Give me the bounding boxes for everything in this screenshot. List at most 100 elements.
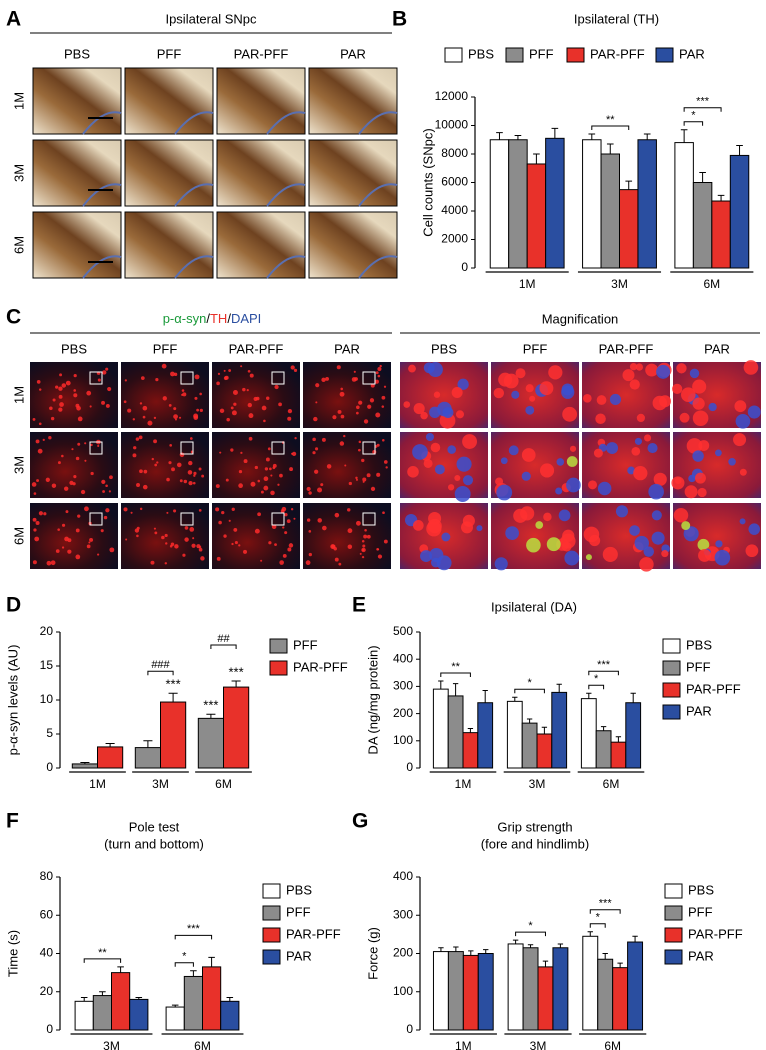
- cell: [673, 508, 689, 523]
- cell: [293, 368, 298, 372]
- significance-bracket: [147, 670, 174, 676]
- cell: [184, 526, 189, 530]
- bar: [600, 153, 620, 269]
- cell: [697, 487, 707, 498]
- bar: [447, 951, 464, 1031]
- cell: [173, 509, 177, 513]
- micrograph: [303, 432, 391, 498]
- error-bar: [512, 696, 518, 702]
- cell: [153, 416, 157, 420]
- y-tick-label: 0: [461, 260, 468, 274]
- legend-label: PBS: [468, 46, 494, 61]
- cell: [358, 400, 363, 405]
- significance-bracket: [683, 107, 722, 112]
- y-tick-label: 400: [393, 869, 413, 883]
- panel-letter: B: [392, 8, 407, 31]
- cell: [423, 362, 435, 374]
- cell: [694, 472, 706, 484]
- cell: [429, 406, 441, 419]
- legend-label: PAR-PFF: [590, 46, 645, 61]
- legend-label: PBS: [686, 637, 712, 652]
- roi-box: [180, 441, 194, 455]
- cell: [226, 417, 230, 422]
- cell: [367, 404, 372, 409]
- cell: [338, 562, 342, 566]
- roi-box: [271, 512, 285, 526]
- cell: [748, 523, 760, 535]
- cell: [513, 508, 528, 523]
- legend-label: PAR-PFF: [686, 681, 741, 696]
- cell: [734, 400, 747, 413]
- cell: [447, 484, 455, 491]
- cell: [260, 559, 263, 562]
- cell: [181, 393, 184, 396]
- cell: [109, 547, 115, 553]
- bar: [447, 695, 464, 769]
- tissue-edge: [358, 255, 398, 279]
- cell: [33, 528, 37, 532]
- bar: [551, 691, 568, 769]
- error-bar: [617, 962, 623, 968]
- cell: [560, 533, 576, 549]
- cell: [67, 538, 72, 543]
- cell: [290, 508, 294, 511]
- title-part: p-α-syn: [163, 311, 207, 326]
- title-part: /: [206, 311, 210, 326]
- cell: [447, 445, 456, 454]
- cell: [42, 438, 45, 441]
- panel-title: p-α-syn/TH/DAPI: [163, 311, 262, 326]
- bar: [537, 966, 554, 1031]
- bar: [489, 139, 510, 269]
- cell: [698, 548, 712, 562]
- significance: *: [527, 677, 532, 689]
- cell: [55, 549, 60, 553]
- cell: [363, 419, 369, 424]
- tissue-edge: [82, 183, 122, 207]
- cell: [77, 514, 81, 518]
- cell: [652, 395, 668, 411]
- cell: [254, 465, 258, 470]
- cell: [183, 479, 188, 484]
- cell: [38, 388, 42, 391]
- error-bar: [630, 692, 636, 703]
- cell: [32, 517, 37, 522]
- error-bar: [699, 172, 706, 183]
- cell: [58, 407, 63, 412]
- bar: [627, 941, 644, 1031]
- cell: [173, 414, 178, 419]
- cell: [562, 406, 578, 422]
- cell: [32, 560, 37, 565]
- cell: [615, 505, 629, 518]
- cell: [198, 545, 202, 549]
- cell: [189, 437, 193, 440]
- legend-swatch: [664, 927, 683, 943]
- cell: [408, 364, 416, 373]
- y-tick-label: 8000: [441, 146, 468, 160]
- bar: [521, 722, 538, 769]
- cell: [61, 454, 64, 458]
- cell: [639, 557, 654, 572]
- error-bar: [171, 1004, 179, 1008]
- cell: [564, 550, 580, 566]
- bar: [165, 1006, 185, 1031]
- micrograph: [32, 139, 122, 207]
- cell: [215, 507, 220, 512]
- cell: [330, 544, 336, 549]
- bar: [536, 733, 553, 769]
- cell: [188, 460, 193, 466]
- bar: [612, 967, 629, 1031]
- cell: [290, 365, 295, 370]
- roi-box: [362, 512, 376, 526]
- cell: [634, 437, 643, 445]
- error-bar: [557, 943, 564, 948]
- micrograph: [121, 432, 209, 498]
- cell: [192, 481, 196, 485]
- cell: [381, 395, 386, 400]
- cell: [412, 444, 428, 460]
- legend-label: PAR-PFF: [293, 659, 348, 674]
- roi-box: [271, 441, 285, 455]
- cell: [223, 534, 227, 538]
- cell: [174, 544, 179, 549]
- cell: [708, 402, 717, 412]
